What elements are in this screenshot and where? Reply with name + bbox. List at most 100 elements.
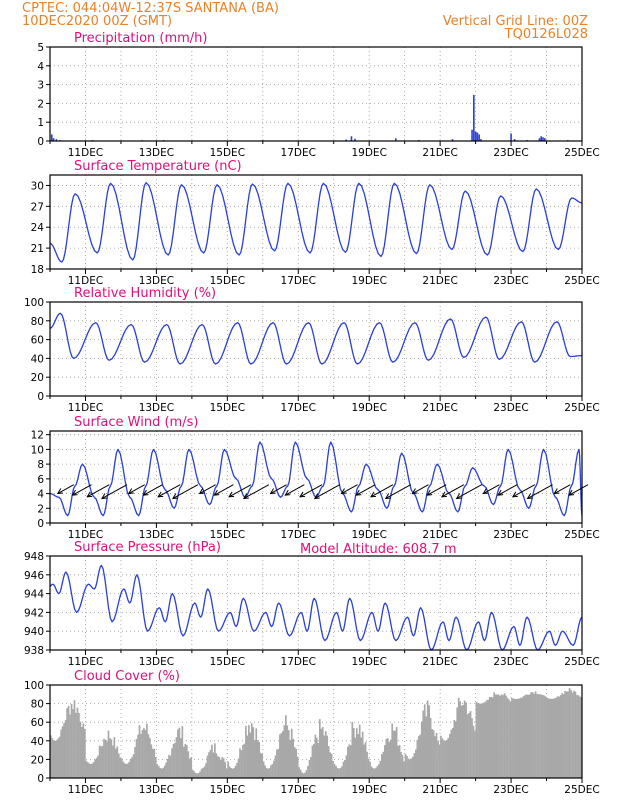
cloud-bar bbox=[336, 767, 339, 778]
wind-arrow bbox=[568, 484, 589, 496]
cloud-bar bbox=[485, 700, 488, 778]
cloud-bar bbox=[355, 728, 358, 778]
x-tick-label: 23DEC bbox=[493, 147, 528, 159]
cloud-bar bbox=[140, 733, 142, 778]
cloud-bar bbox=[180, 738, 182, 778]
cloud-bar bbox=[106, 741, 108, 778]
cloud-bar bbox=[50, 735, 52, 778]
wind-arrow-head bbox=[455, 493, 462, 500]
cloud-bar bbox=[119, 757, 122, 778]
cloud-bar bbox=[438, 744, 441, 778]
cloud-bar bbox=[468, 712, 470, 778]
x-tick-label: 21DEC bbox=[422, 147, 457, 159]
panel-0: 0 1 2 3 4 5 11DEC 13DEC 15DEC 17DEC 19DEC 21DEC 23DE… bbox=[37, 31, 599, 159]
cloud-bar bbox=[147, 734, 150, 778]
cloud-bar bbox=[528, 694, 531, 778]
wind-arrow-head bbox=[370, 491, 377, 498]
cloud-bar bbox=[437, 741, 439, 778]
cloud-bar bbox=[103, 738, 105, 778]
cloud-bar bbox=[503, 693, 506, 778]
cloud-bar bbox=[415, 749, 417, 778]
wind-arrow-head bbox=[242, 493, 249, 500]
cloud-bar bbox=[382, 751, 385, 778]
cloud-bar bbox=[511, 697, 513, 778]
cloud-bar bbox=[429, 717, 432, 778]
wind-arrow-head bbox=[142, 489, 149, 496]
cloud-bar bbox=[253, 740, 256, 778]
wind-arrow-shaft bbox=[355, 484, 376, 496]
wind-arrow-shaft bbox=[456, 484, 482, 499]
cloud-bar bbox=[215, 753, 218, 778]
cloud-bar bbox=[132, 754, 135, 778]
wind-arrow-head bbox=[482, 488, 489, 495]
cloud-bar bbox=[245, 725, 247, 778]
wind-arrow bbox=[213, 484, 234, 496]
precip-bar bbox=[354, 138, 356, 141]
cloud-bar bbox=[450, 729, 453, 778]
cloud-bar bbox=[444, 740, 447, 778]
cloud-bar bbox=[311, 745, 314, 778]
y-tick-label: 18 bbox=[31, 264, 44, 276]
cloud-bar bbox=[82, 723, 85, 778]
cloud-bar bbox=[227, 761, 230, 778]
cloud-bar bbox=[283, 725, 286, 778]
cloud-bar bbox=[383, 745, 386, 778]
precip-bar bbox=[543, 138, 546, 141]
wind-arrow bbox=[355, 484, 376, 496]
cloud-bar bbox=[236, 762, 238, 778]
cloud-bar bbox=[248, 725, 250, 778]
cloud-bar bbox=[342, 761, 345, 778]
cloud-bar bbox=[533, 693, 535, 778]
wind-arrow-head bbox=[198, 488, 205, 495]
cloud-bar bbox=[107, 730, 110, 778]
plot-frame bbox=[49, 174, 583, 270]
cloud-bar bbox=[202, 767, 204, 778]
cloud-bar bbox=[169, 755, 172, 778]
cloud-bar bbox=[558, 696, 561, 778]
cloud-bar bbox=[471, 718, 473, 778]
cloud-bar bbox=[159, 767, 162, 778]
cloud-bar bbox=[321, 727, 324, 778]
cloud-bar bbox=[423, 704, 426, 778]
cloud-bar bbox=[333, 764, 336, 778]
y-tick-label: 20 bbox=[31, 754, 44, 766]
y-tick-label: 1 bbox=[37, 117, 44, 129]
cloud-bar bbox=[352, 728, 355, 778]
cloud-bar bbox=[313, 744, 315, 778]
x-tick-label: 13DEC bbox=[139, 147, 174, 159]
cloud-bar bbox=[519, 697, 522, 778]
cloud-bar bbox=[252, 727, 255, 778]
wind-arrow bbox=[142, 484, 163, 496]
cloud-bar bbox=[577, 695, 580, 778]
cloud-bar bbox=[268, 768, 271, 778]
cloud-bar bbox=[494, 694, 497, 778]
cloud-bar bbox=[225, 768, 228, 778]
wind-arrow bbox=[384, 484, 411, 500]
cloud-bar bbox=[441, 738, 444, 778]
wind-arrow bbox=[86, 484, 110, 498]
cloud-bar bbox=[261, 754, 263, 778]
cloud-bar bbox=[416, 739, 419, 778]
wind-arrow-shaft bbox=[512, 484, 536, 498]
cloud-bar bbox=[290, 728, 293, 778]
wind-arrow-head bbox=[511, 491, 518, 498]
x-tick-label: 21DEC bbox=[422, 529, 457, 541]
cloud-bar bbox=[149, 737, 151, 778]
cloud-bar bbox=[277, 748, 280, 778]
panel-title: Relative Humidity (%) bbox=[74, 286, 216, 301]
wind-arrow-head bbox=[86, 491, 93, 498]
panel-title: Cloud Cover (%) bbox=[74, 669, 180, 684]
cloud-bar bbox=[530, 692, 532, 778]
cloud-bar bbox=[224, 762, 227, 778]
precip-bar bbox=[540, 136, 543, 141]
cloud-bar bbox=[113, 737, 116, 778]
cloud-bar bbox=[141, 729, 144, 778]
precip-bar bbox=[510, 133, 512, 141]
cloud-bar bbox=[123, 763, 126, 778]
cloud-bar bbox=[395, 727, 398, 778]
cloud-bar bbox=[360, 737, 363, 778]
cloud-bar bbox=[332, 761, 334, 778]
x-tick-label: 17DEC bbox=[281, 147, 316, 159]
cloud-bar bbox=[556, 696, 559, 778]
